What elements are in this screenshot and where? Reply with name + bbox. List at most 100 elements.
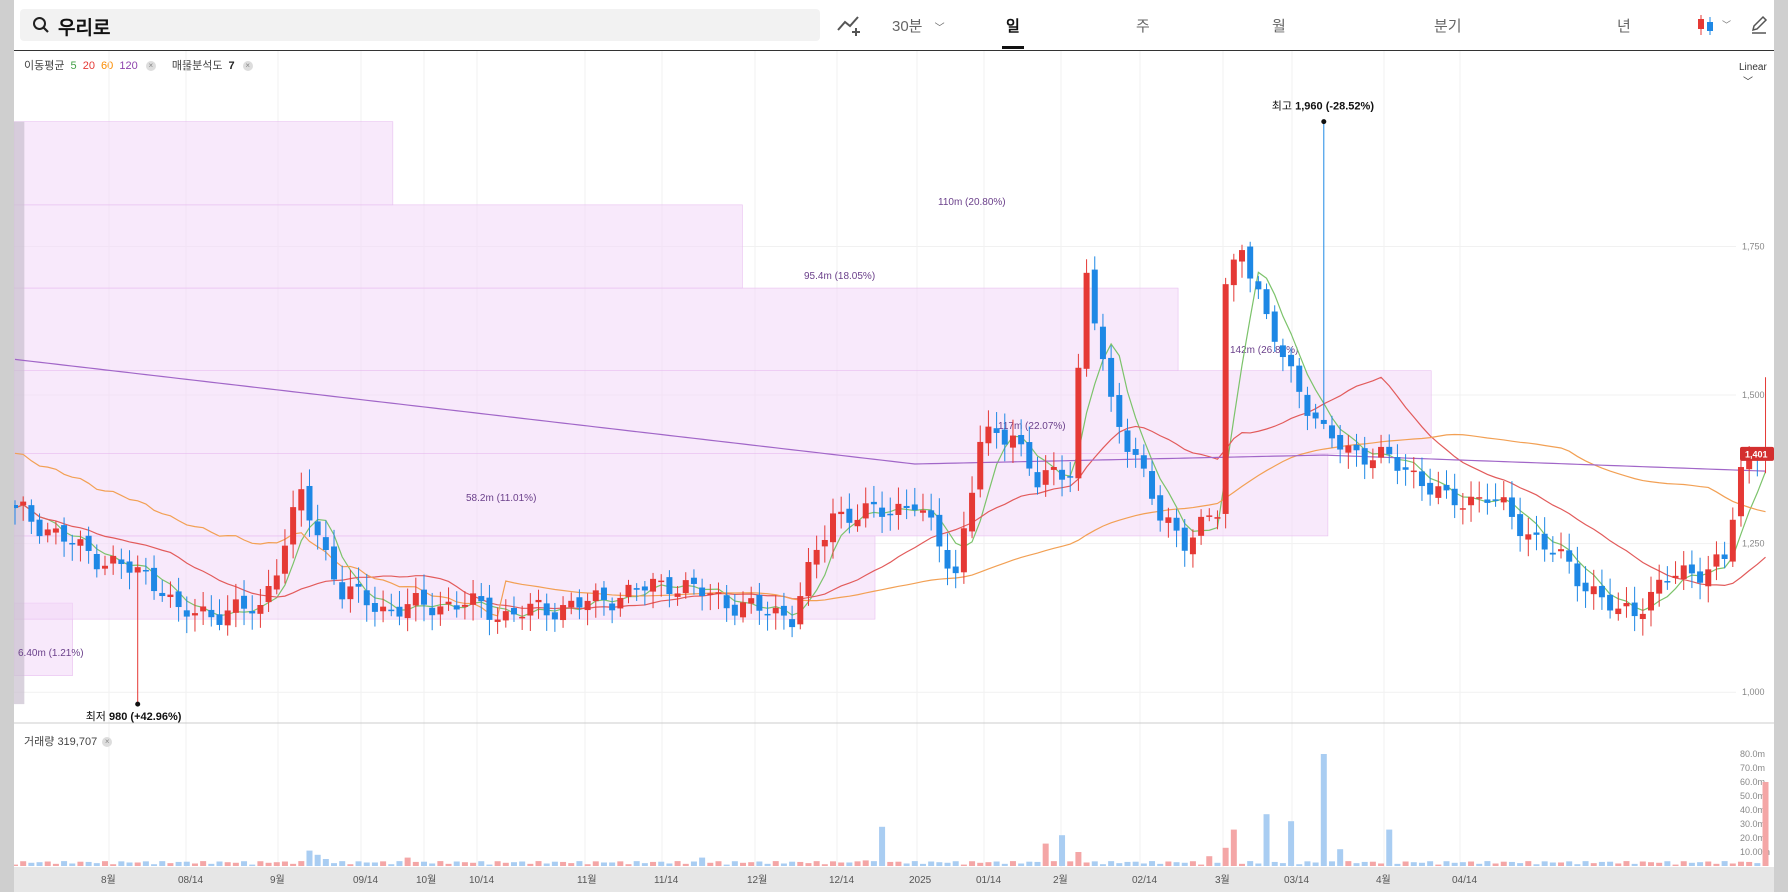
x-tick-label: 8월 bbox=[101, 874, 116, 886]
candle-body bbox=[44, 529, 51, 536]
candle-body bbox=[887, 513, 894, 516]
candle-body bbox=[1639, 613, 1646, 620]
candle-body bbox=[870, 501, 877, 505]
x-tick-label: 12/14 bbox=[829, 875, 854, 886]
volume-bar bbox=[396, 861, 403, 866]
volume-bar bbox=[854, 861, 861, 866]
candle-body bbox=[519, 616, 526, 619]
candle-body bbox=[731, 604, 738, 616]
candles bbox=[14, 121, 1769, 705]
candle-body bbox=[1607, 594, 1614, 611]
volume-bar bbox=[1099, 864, 1106, 866]
extreme-label: 최고 bbox=[1272, 100, 1295, 113]
close-icon[interactable]: × bbox=[102, 737, 113, 748]
volume-bar bbox=[1418, 862, 1425, 866]
volume-bar bbox=[1222, 847, 1229, 866]
volume-bar bbox=[1500, 861, 1507, 866]
volume-bar bbox=[1525, 861, 1532, 866]
x-tick-label: 10월 bbox=[416, 874, 436, 886]
volume-tick-label: 80.0m bbox=[1740, 749, 1765, 759]
volume-bar bbox=[200, 861, 207, 866]
candle-body bbox=[1009, 435, 1016, 448]
candle-body bbox=[1598, 585, 1605, 598]
candle-body bbox=[85, 535, 92, 551]
volume-bar bbox=[650, 861, 657, 866]
candle-body bbox=[183, 610, 190, 617]
candle-body bbox=[1083, 272, 1090, 369]
candle-body bbox=[52, 528, 59, 533]
volume-bar bbox=[805, 863, 812, 866]
volume-bar bbox=[1198, 864, 1205, 866]
volume-bar bbox=[404, 857, 411, 866]
axes: 1,000 1,250 1,500 1,750 1,401 bbox=[1740, 241, 1774, 697]
tab-week[interactable]: 주 bbox=[1136, 18, 1150, 35]
volume-tick-label: 50.0m bbox=[1740, 791, 1765, 801]
candle-body bbox=[764, 613, 771, 616]
volume-bar bbox=[1255, 863, 1262, 866]
candle-body bbox=[592, 590, 599, 602]
search-box[interactable]: 우리로 bbox=[20, 9, 820, 41]
volume-bar bbox=[1173, 862, 1180, 866]
volume-bar bbox=[699, 857, 706, 866]
tab-day[interactable]: 일 bbox=[1006, 18, 1020, 35]
ma120-line bbox=[14, 358, 1766, 472]
x-tick-label: 9월 bbox=[270, 874, 285, 886]
volume-bar bbox=[519, 861, 526, 866]
volume-bar bbox=[789, 861, 796, 866]
volume-bar bbox=[339, 861, 346, 866]
interval-select[interactable]: 30분 ﹀ bbox=[892, 15, 945, 36]
candle-body bbox=[1189, 537, 1196, 555]
volume-bar bbox=[568, 863, 575, 866]
candle-body bbox=[142, 569, 149, 572]
volume-bar bbox=[28, 862, 35, 866]
volume-bar bbox=[1140, 863, 1147, 866]
x-tick-label: 03/14 bbox=[1284, 875, 1309, 886]
candle-body bbox=[903, 505, 910, 509]
candle-body bbox=[1533, 532, 1540, 535]
candle-body bbox=[363, 590, 370, 606]
candle-body bbox=[461, 604, 468, 607]
volume-bar bbox=[1009, 861, 1016, 866]
volume-bar bbox=[437, 861, 444, 866]
tab-month[interactable]: 월 bbox=[1272, 18, 1286, 35]
candle-body bbox=[265, 586, 272, 603]
volume-bar bbox=[1271, 861, 1278, 866]
volume-bar bbox=[494, 861, 501, 866]
volume-profile-edge bbox=[14, 121, 25, 705]
volume-bar bbox=[1688, 862, 1695, 866]
volume-bar bbox=[1157, 863, 1164, 866]
volume-bar bbox=[159, 861, 166, 866]
price-chart[interactable]: 6.40m (1.21%) 58.2m (11.01%) 117m (22.07%)… bbox=[14, 51, 1774, 892]
extreme-annotation: 최고 1,960 (-28.52%) bbox=[1272, 100, 1375, 113]
volume-bar bbox=[461, 862, 468, 866]
candle-body bbox=[1500, 497, 1507, 503]
ma20-line bbox=[14, 376, 1766, 610]
line-chart-icon[interactable] bbox=[836, 14, 862, 36]
volume-bar bbox=[756, 861, 763, 866]
candle-body bbox=[1206, 515, 1213, 517]
volume-bar bbox=[281, 861, 288, 866]
candlestick-icon[interactable]: ﹀ bbox=[1696, 13, 1732, 37]
candle-body bbox=[1279, 345, 1286, 358]
volume-bar bbox=[371, 862, 378, 866]
candle-body bbox=[69, 542, 76, 545]
scale-toggle[interactable]: Linear ﹀ bbox=[1739, 62, 1774, 88]
candle-body bbox=[1746, 457, 1753, 470]
candle-body bbox=[36, 519, 43, 537]
volume-bar bbox=[772, 861, 779, 866]
candle-body bbox=[1181, 527, 1188, 551]
candle-body bbox=[854, 519, 861, 527]
volume-bar bbox=[658, 861, 665, 866]
volume-bar bbox=[813, 861, 820, 866]
volume-bar bbox=[191, 863, 198, 866]
tab-quarter[interactable]: 분기 bbox=[1434, 18, 1462, 35]
ma120-label: 120 bbox=[119, 60, 138, 72]
close-icon[interactable]: × bbox=[242, 61, 253, 72]
candle-body bbox=[633, 588, 640, 590]
candle-body bbox=[952, 566, 959, 574]
close-icon[interactable]: × bbox=[145, 61, 156, 72]
candle-body bbox=[216, 614, 223, 625]
tab-year[interactable]: 년 bbox=[1617, 18, 1631, 35]
candle-body bbox=[1018, 434, 1025, 445]
pencil-icon[interactable] bbox=[1750, 14, 1768, 34]
